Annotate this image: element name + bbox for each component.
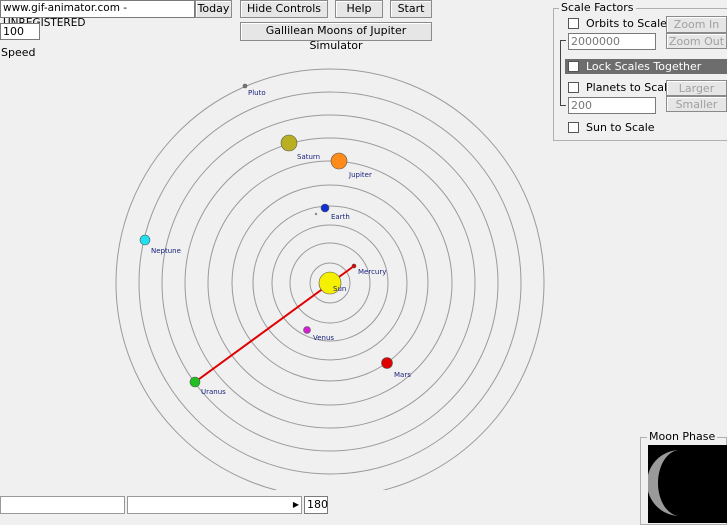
- planet: [381, 357, 393, 369]
- help-button[interactable]: Help: [335, 0, 383, 18]
- planet-label: Saturn: [297, 153, 320, 161]
- scroll-bar[interactable]: [127, 496, 302, 514]
- planet-label: Earth: [331, 213, 350, 221]
- speed-input[interactable]: 100: [0, 23, 40, 40]
- moon-phase-title: Moon Phase: [647, 430, 718, 443]
- orbit-scale-input[interactable]: 2000000: [568, 33, 656, 50]
- planet: [330, 152, 348, 170]
- bracket: [560, 40, 566, 106]
- orbits-checkbox[interactable]: [568, 18, 579, 29]
- zoom-in-button[interactable]: Zoom In: [666, 16, 727, 33]
- start-button[interactable]: Start: [390, 0, 432, 18]
- planet-label: Uranus: [201, 388, 226, 396]
- smaller-button[interactable]: Smaller: [666, 96, 727, 112]
- planet-label: Venus: [313, 334, 334, 342]
- planet-label: Sun: [333, 285, 346, 293]
- planet-scale-input[interactable]: 200: [568, 97, 656, 114]
- moon-phase-image: [648, 445, 727, 523]
- planet-label: Mercury: [358, 268, 386, 276]
- sun-label: Sun to Scale: [586, 121, 655, 134]
- simulator-button[interactable]: Gallilean Moons of Jupiter Simulator: [240, 22, 432, 52]
- planet-label: Pluto: [248, 89, 266, 97]
- planets-label: Planets to Scale: [586, 81, 674, 94]
- today-button[interactable]: Today: [195, 0, 232, 18]
- lock-label: Lock Scales Together: [586, 60, 702, 73]
- lock-checkbox[interactable]: [568, 61, 579, 72]
- planets-checkbox[interactable]: [568, 82, 579, 93]
- planet-label: Jupiter: [348, 171, 372, 179]
- orbits-label: Orbits to Scale: [586, 17, 667, 30]
- planet: [242, 83, 248, 89]
- speed-label: Speed: [1, 46, 36, 59]
- planet: [303, 326, 311, 334]
- scale-factors-group: [553, 8, 727, 141]
- planet: [320, 203, 330, 213]
- planet-label: Mars: [394, 371, 411, 379]
- solar-system: Sun Mercury Venus Earth Mars Jupiter Saturn Ura…: [115, 68, 545, 490]
- zoom-out-button[interactable]: Zoom Out: [666, 33, 727, 49]
- planet-label: Neptune: [151, 247, 181, 255]
- day-input[interactable]: 180: [304, 496, 328, 514]
- larger-button[interactable]: Larger: [666, 80, 727, 96]
- hide-controls-button[interactable]: Hide Controls: [240, 0, 328, 18]
- planet: [139, 234, 151, 246]
- scale-factors-title: Scale Factors: [559, 1, 636, 14]
- planet: [351, 263, 357, 269]
- watermark: www.gif-animator.com - UNREGISTERED: [0, 0, 195, 29]
- scroll-arrow[interactable]: ▶: [292, 500, 300, 509]
- sun-checkbox[interactable]: [568, 122, 579, 133]
- lock-row: [565, 59, 727, 74]
- planet: [280, 134, 298, 152]
- planet: [318, 271, 342, 295]
- planet: [189, 376, 201, 388]
- track-bar[interactable]: [0, 496, 125, 514]
